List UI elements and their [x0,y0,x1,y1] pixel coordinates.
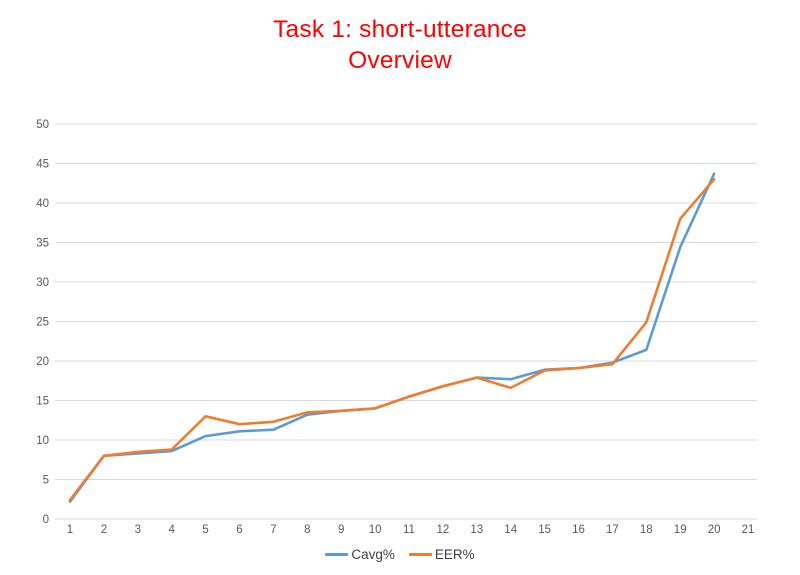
x-tick-label: 4 [168,524,175,536]
x-tick-label: 7 [270,524,276,536]
chart-title: Task 1: short-utterance Overview [0,14,800,76]
y-tick-label: 50 [36,119,49,131]
legend-label-eer: EER% [434,547,475,562]
y-tick-label: 35 [36,238,49,250]
x-tick-label: 20 [708,524,721,536]
x-tick-label: 12 [437,524,450,536]
y-tick-label: 0 [43,514,49,526]
series-line-eer [68,178,716,502]
y-tick-label: 20 [36,356,49,368]
x-tick-label: 14 [504,524,517,536]
x-tick-label: 16 [572,524,585,536]
x-tick-label: 1 [67,524,73,536]
legend-line-swatch-eer [408,553,432,556]
x-tick-label: 10 [369,524,382,536]
legend-line-swatch-cavg [325,553,349,556]
chart-title-line-2: Overview [348,47,452,74]
x-tick-label: 13 [470,524,483,536]
x-tick-label: 2 [101,524,107,536]
y-tick-label: 10 [36,435,49,447]
x-tick-label: 9 [338,524,344,536]
y-tick-label: 5 [43,475,49,487]
y-tick-label: 45 [36,159,49,171]
chart-legend: Cavg% EER% [0,547,800,562]
x-tick-label: 21 [742,524,755,536]
legend-item-cavg: Cavg% [325,547,395,562]
y-tick-label: 40 [36,198,49,210]
x-tick-label: 3 [135,524,141,536]
chart-title-line-1: Task 1: short-utterance [273,16,527,43]
x-tick-label: 15 [538,524,551,536]
y-tick-label: 25 [36,317,49,329]
x-tick-label: 6 [236,524,242,536]
y-tick-label: 30 [36,277,49,289]
y-tick-label: 15 [36,396,49,408]
x-tick-label: 19 [674,524,687,536]
series-line-cavg [68,172,716,503]
x-tick-label: 18 [640,524,653,536]
x-tick-label: 5 [202,524,208,536]
x-tick-label: 8 [304,524,310,536]
x-tick-label: 17 [606,524,619,536]
legend-item-eer: EER% [408,547,475,562]
legend-label-cavg: Cavg% [351,547,395,562]
x-tick-label: 11 [403,524,415,536]
